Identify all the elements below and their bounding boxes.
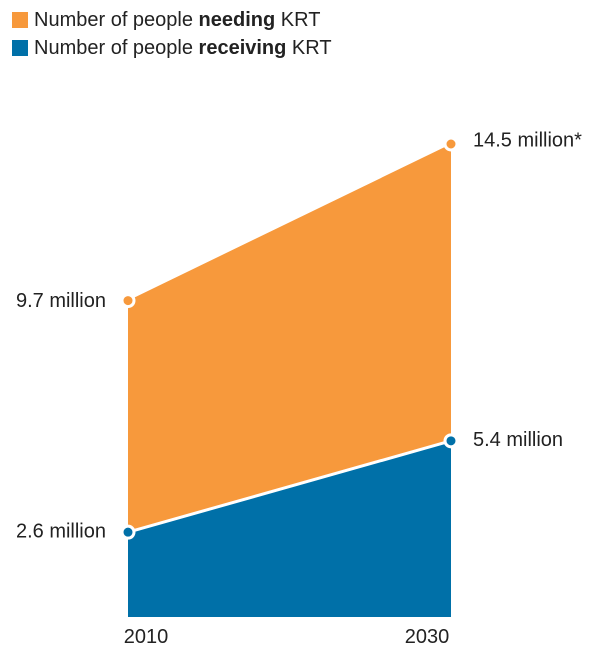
line-receiving: [127, 439, 452, 534]
data-label-receiving-2030: 5.4 million: [473, 429, 563, 451]
point-receiving-2030: [443, 433, 459, 449]
x-tick-label-2010: 2010: [124, 626, 169, 646]
data-label-needing-2030: 14.5 million*: [473, 129, 582, 151]
legend-item-needing: Number of people needing KRT: [12, 6, 332, 34]
legend-swatch-receiving: [12, 40, 28, 56]
area-receiving: [128, 440, 451, 617]
point-receiving-2010: [120, 524, 136, 540]
x-tick-label-2030: 2030: [405, 626, 450, 646]
legend-label-receiving: Number of people receiving KRT: [34, 36, 332, 59]
legend: Number of people needing KRT Number of p…: [12, 6, 332, 62]
point-needing-2030: [443, 136, 459, 152]
point-needing-2010: [120, 293, 136, 309]
data-label-receiving-2010: 2.6 million: [16, 520, 106, 542]
legend-label-needing: Number of people needing KRT: [34, 8, 321, 31]
legend-swatch-needing: [12, 12, 28, 28]
legend-item-receiving: Number of people receiving KRT: [12, 34, 332, 62]
data-label-needing-2010: 9.7 million: [16, 290, 106, 312]
